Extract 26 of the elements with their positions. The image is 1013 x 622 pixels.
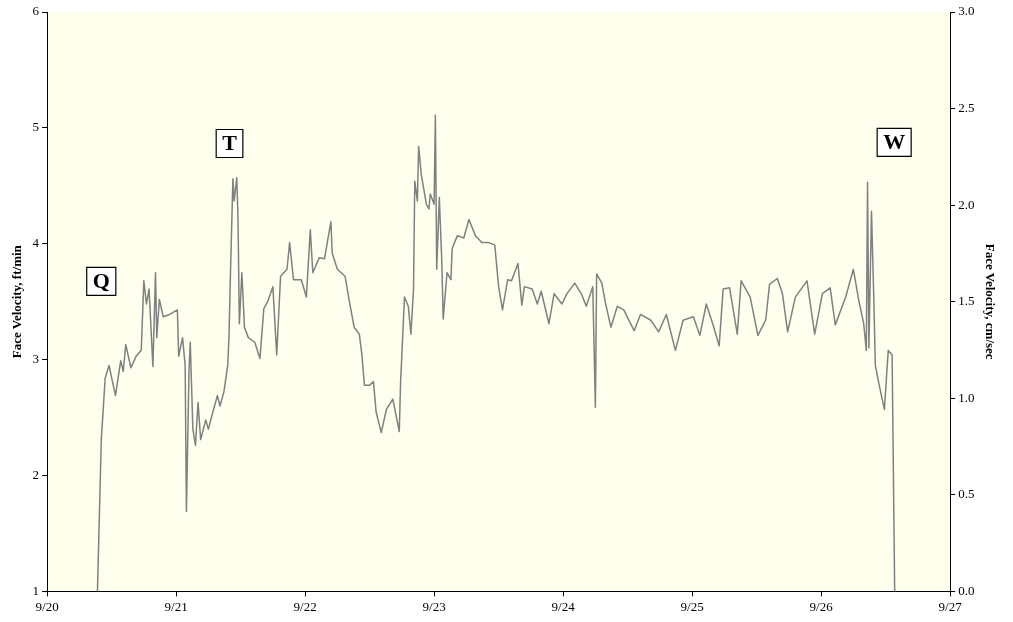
x-tick-label: 9/26 bbox=[809, 598, 834, 614]
x-tick-label: 9/23 bbox=[422, 598, 446, 614]
x-tick-label: 9/24 bbox=[551, 598, 576, 614]
y2-tick-label: 3.0 bbox=[958, 3, 975, 19]
y2-tick-label: 0.0 bbox=[958, 582, 975, 598]
x-tick-label: 9/22 bbox=[293, 598, 317, 614]
y-tick-label: 3 bbox=[32, 351, 40, 367]
y-tick-label: 6 bbox=[32, 3, 40, 19]
y-axis-title: Face Velocity, ft/min bbox=[9, 244, 25, 359]
annotation: W bbox=[883, 129, 906, 155]
y-tick-label: 4 bbox=[32, 235, 40, 251]
y2-tick-label: 1.0 bbox=[958, 389, 975, 405]
x-tick-label: 9/27 bbox=[938, 598, 963, 614]
annotation: T bbox=[222, 130, 238, 156]
x-tick-label: 9/21 bbox=[164, 598, 188, 614]
y-tick-label: 1 bbox=[32, 582, 40, 598]
y-tick-label: 2 bbox=[32, 466, 40, 482]
y2-axis-title: Face Velocity, cm/sec bbox=[982, 243, 998, 360]
x-tick-label: 9/20 bbox=[35, 598, 59, 614]
y-tick-label: 5 bbox=[32, 119, 40, 135]
y2-tick-label: 2.5 bbox=[958, 99, 975, 115]
x-tick-label: 9/25 bbox=[680, 598, 704, 614]
y2-tick-label: 1.5 bbox=[958, 293, 975, 309]
annotation: Q bbox=[92, 268, 110, 294]
y2-tick-label: 0.5 bbox=[958, 486, 975, 502]
y2-tick-label: 2.0 bbox=[958, 196, 975, 212]
